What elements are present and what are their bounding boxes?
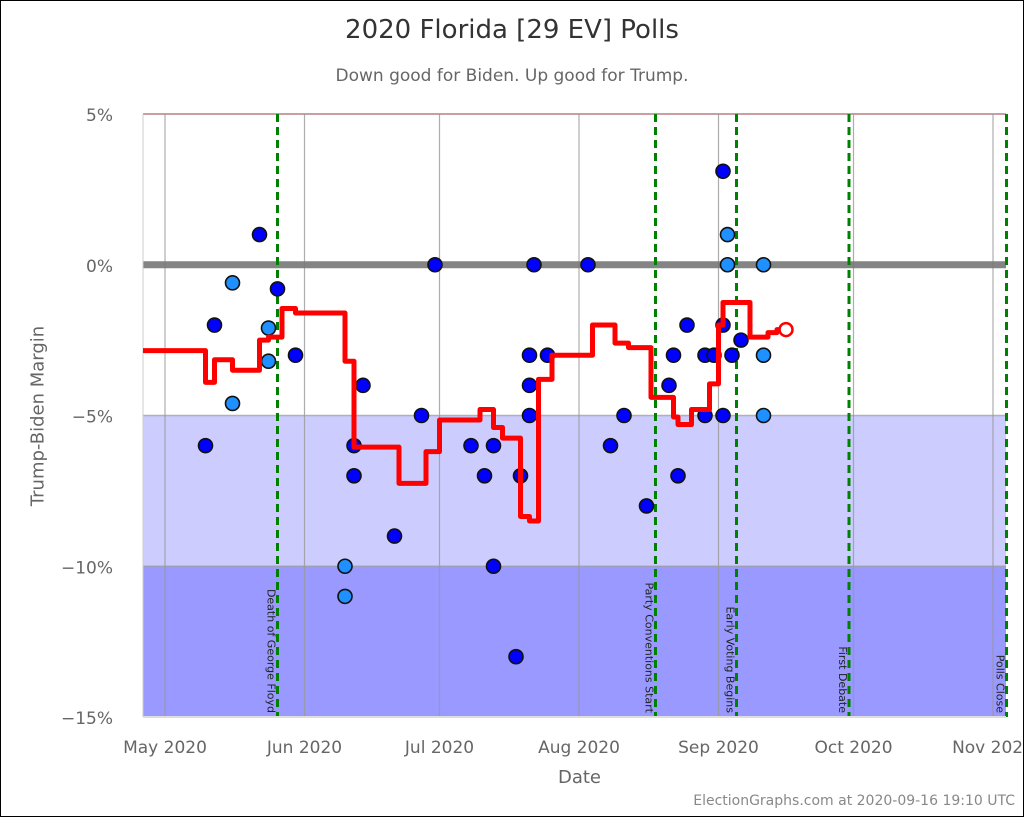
- poll-point: [485, 437, 502, 454]
- poll-point: [521, 407, 538, 424]
- poll-point: [755, 347, 772, 364]
- poll-point: [526, 256, 542, 273]
- poll-point: [521, 377, 538, 394]
- x-tick-label: Aug 2020: [538, 738, 620, 758]
- poll-point: [755, 256, 772, 273]
- poll-point: [719, 256, 736, 273]
- poll-point: [661, 377, 677, 394]
- poll-point: [679, 317, 695, 333]
- poll-point: [733, 332, 749, 348]
- poll-point: [485, 558, 502, 575]
- poll-point: [715, 407, 731, 424]
- poll-point: [206, 317, 223, 333]
- y-tick-label: −5%: [72, 408, 113, 428]
- poll-point: [287, 347, 304, 364]
- chart-subtitle: Down good for Biden. Up good for Trump.: [335, 66, 689, 86]
- poll-point: [337, 588, 353, 605]
- poll-point: [337, 558, 353, 575]
- event-label: First Debate: [836, 646, 849, 713]
- poll-point: [346, 467, 362, 484]
- y-tick-label: 5%: [86, 106, 113, 126]
- poll-point: [463, 437, 479, 454]
- credit-text: ElectionGraphs.com at 2020-09-16 19:10 U…: [693, 793, 1015, 809]
- current-average-marker: [778, 321, 794, 338]
- x-tick-label: Oct 2020: [814, 738, 892, 758]
- chart-title: 2020 Florida [29 EV] Polls: [345, 15, 679, 45]
- poll-point: [224, 275, 241, 291]
- poll-point: [719, 226, 736, 243]
- event-label: Early Voting Begins: [724, 606, 737, 713]
- x-tick-label: Sep 2020: [678, 738, 759, 758]
- event-label: Party Conventions Start: [643, 582, 656, 713]
- poll-point: [476, 467, 493, 484]
- poll-point: [260, 320, 277, 336]
- poll-point: [427, 256, 443, 273]
- poll-point: [260, 353, 277, 370]
- poll-point: [386, 528, 403, 544]
- y-tick-label: 0%: [86, 257, 113, 277]
- x-tick-label: Nov 2020: [952, 738, 1023, 758]
- event-label: Death of George Floyd: [265, 589, 278, 713]
- poll-point: [355, 377, 371, 394]
- average-line: [143, 299, 786, 524]
- poll-point: [521, 347, 538, 364]
- x-tick-label: Jun 2020: [266, 738, 342, 758]
- background-band: [143, 566, 1006, 717]
- poll-point: [724, 347, 740, 364]
- poll-point: [580, 256, 596, 273]
- y-tick-label: −15%: [61, 709, 113, 729]
- poll-point: [670, 467, 686, 484]
- event-label: Polls Close: [994, 655, 1007, 714]
- poll-point: [755, 407, 772, 424]
- poll-point: [665, 347, 682, 364]
- poll-point: [638, 498, 655, 514]
- poll-point: [413, 407, 430, 424]
- poll-point: [616, 407, 632, 424]
- poll-point: [715, 163, 731, 180]
- poll-point: [508, 648, 524, 665]
- poll-point: [251, 226, 268, 243]
- y-tick-label: −10%: [61, 558, 113, 578]
- x-tick-label: Jul 2020: [404, 738, 474, 758]
- background-band: [143, 415, 1006, 567]
- poll-point: [269, 281, 286, 297]
- x-tick-label: May 2020: [123, 738, 207, 758]
- x-axis-label: Date: [557, 767, 602, 788]
- poll-point: [224, 395, 241, 412]
- poll-point: [197, 437, 214, 454]
- poll-point: [602, 437, 619, 454]
